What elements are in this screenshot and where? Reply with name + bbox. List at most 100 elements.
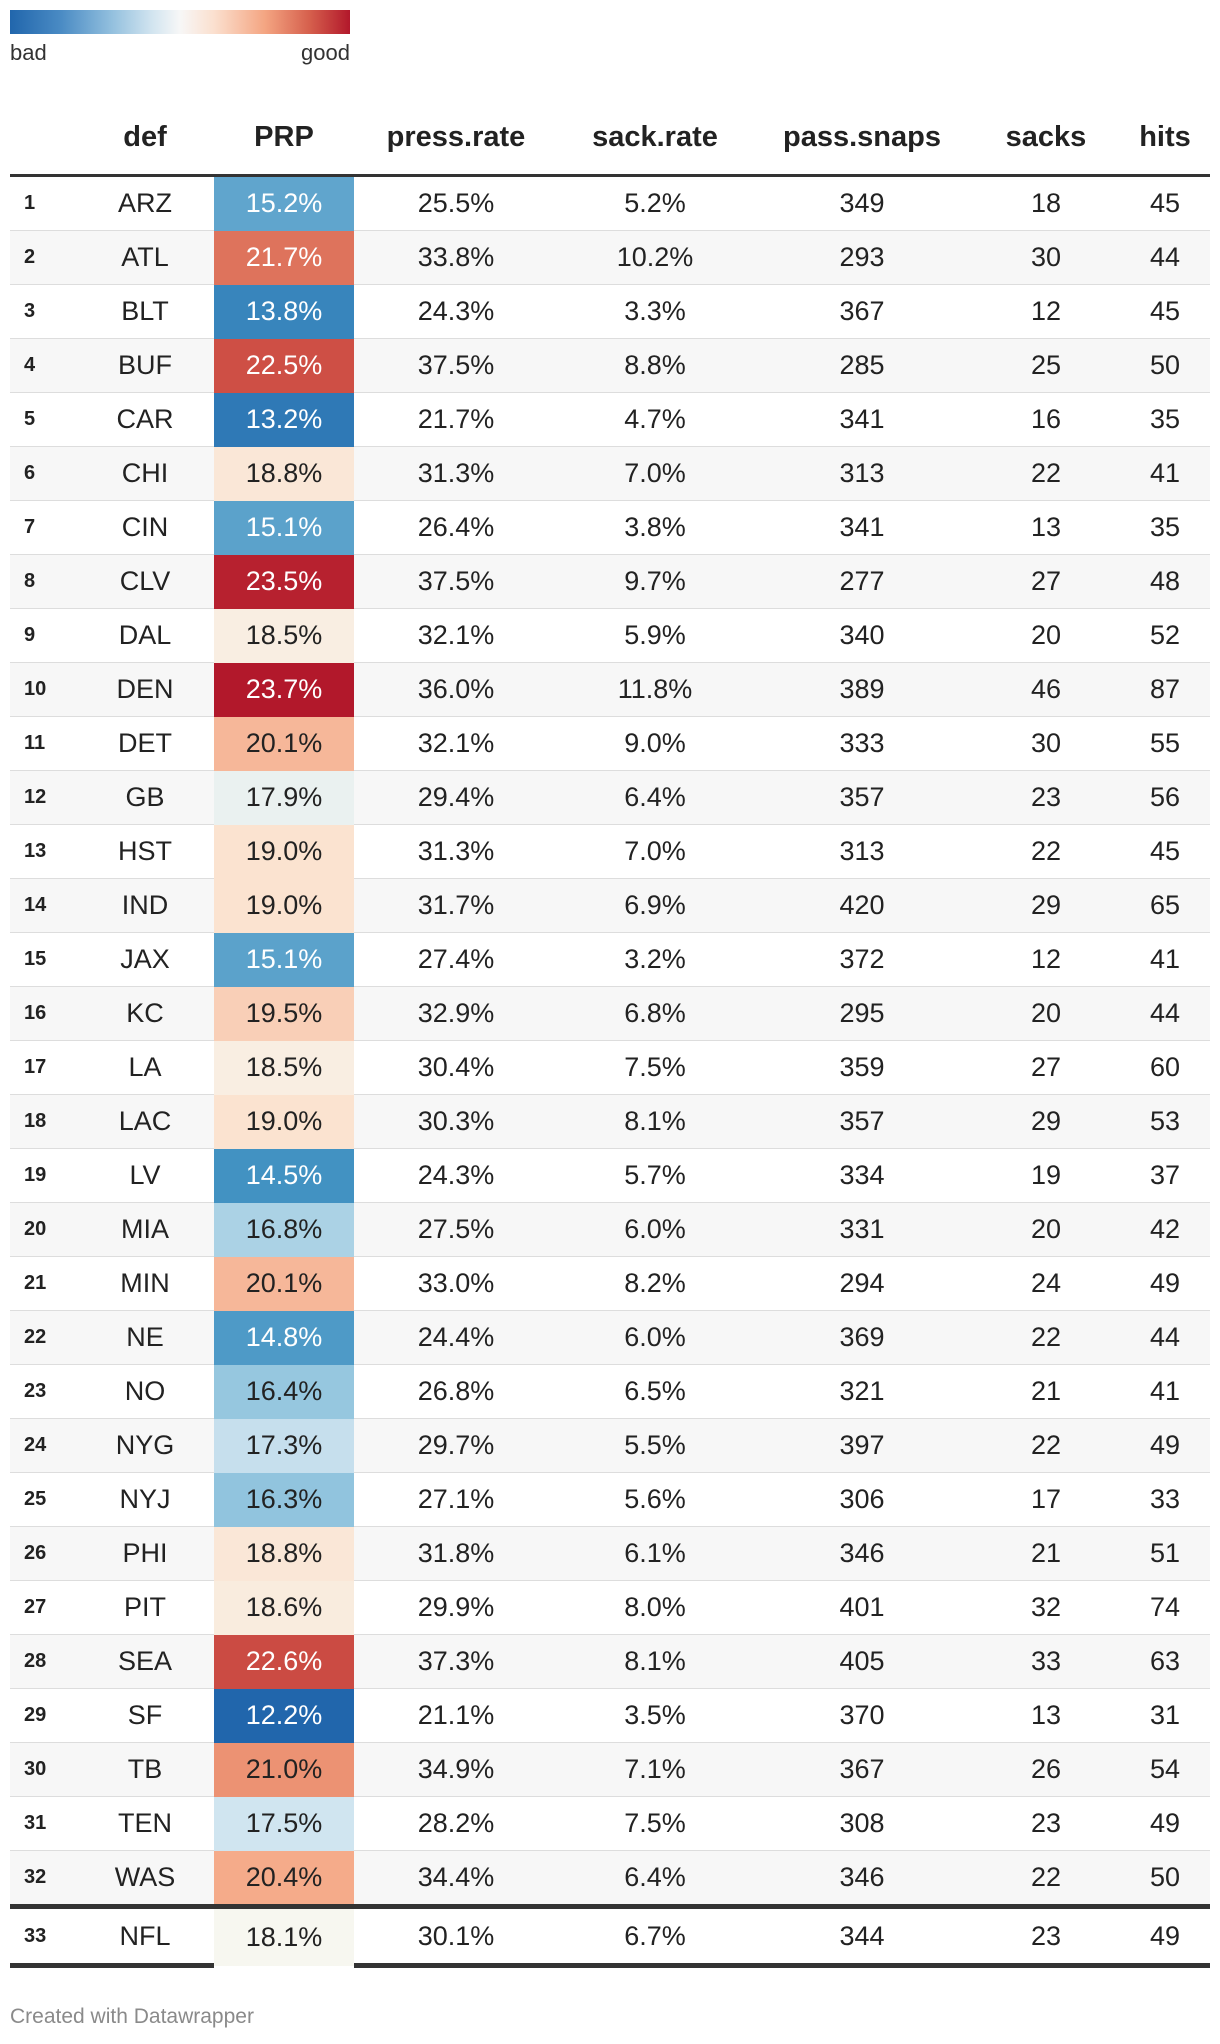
pass-snaps: 357 [752, 1094, 972, 1149]
press-rate: 31.7% [354, 878, 558, 933]
pass-snaps: 341 [752, 500, 972, 555]
hits: 42 [1120, 1202, 1210, 1257]
sacks: 20 [972, 1202, 1120, 1257]
pass-snaps: 359 [752, 1040, 972, 1095]
legend-high-label: good [301, 40, 350, 65]
def: BLT [76, 284, 214, 339]
hits: 63 [1120, 1634, 1210, 1689]
sacks: 12 [972, 932, 1120, 987]
rank: 2 [10, 230, 76, 285]
sack-rate: 5.5% [558, 1418, 752, 1473]
def: CHI [76, 446, 214, 501]
table-row: 5 CAR 13.2% 21.7% 4.7% 341 16 35 [10, 392, 1210, 447]
table-row: 29 SF 12.2% 21.1% 3.5% 370 13 31 [10, 1688, 1210, 1743]
table-row: 14 IND 19.0% 31.7% 6.9% 420 29 65 [10, 878, 1210, 933]
pass-snaps: 306 [752, 1472, 972, 1527]
sacks: 20 [972, 986, 1120, 1041]
header-prp[interactable]: PRP [214, 100, 354, 177]
sacks: 16 [972, 392, 1120, 447]
header-sacks[interactable]: sacks [972, 100, 1120, 177]
rank: 19 [10, 1148, 76, 1203]
rank: 16 [10, 986, 76, 1041]
def: DET [76, 716, 214, 771]
sacks: 19 [972, 1148, 1120, 1203]
press-rate: 28.2% [354, 1796, 558, 1851]
summary-pass-snaps: 344 [752, 1904, 972, 1968]
rank: 9 [10, 608, 76, 663]
header-sack-rate[interactable]: sack.rate [558, 100, 752, 177]
sack-rate: 8.1% [558, 1634, 752, 1689]
sacks: 23 [972, 1796, 1120, 1851]
rank: 6 [10, 446, 76, 501]
press-rate: 27.4% [354, 932, 558, 987]
sacks: 29 [972, 1094, 1120, 1149]
summary-def: NFL [76, 1904, 214, 1968]
pass-snaps: 372 [752, 932, 972, 987]
hits: 49 [1120, 1256, 1210, 1311]
sacks: 22 [972, 1418, 1120, 1473]
hits: 87 [1120, 662, 1210, 717]
sacks: 22 [972, 1850, 1120, 1907]
sack-rate: 8.8% [558, 338, 752, 393]
prp-cell: 14.5% [214, 1148, 354, 1203]
header-def[interactable]: def [76, 100, 214, 177]
rank: 4 [10, 338, 76, 393]
prp-cell: 16.3% [214, 1472, 354, 1527]
rank: 31 [10, 1796, 76, 1851]
table-row: 17 LA 18.5% 30.4% 7.5% 359 27 60 [10, 1040, 1210, 1095]
pass-snaps: 277 [752, 554, 972, 609]
sacks: 13 [972, 1688, 1120, 1743]
sack-rate: 6.0% [558, 1310, 752, 1365]
sacks: 27 [972, 1040, 1120, 1095]
table-body: 1 ARZ 15.2% 25.5% 5.2% 349 18 45 2 ATL 21.7% 33.8% 1… [10, 175, 1210, 1907]
def: MIN [76, 1256, 214, 1311]
header-pass-snaps[interactable]: pass.snaps [752, 100, 972, 177]
def: CAR [76, 392, 214, 447]
rank: 18 [10, 1094, 76, 1149]
press-rate: 33.0% [354, 1256, 558, 1311]
sacks: 30 [972, 716, 1120, 771]
prp-cell: 19.0% [214, 824, 354, 879]
table-row: 27 PIT 18.6% 29.9% 8.0% 401 32 74 [10, 1580, 1210, 1635]
prp-cell: 16.4% [214, 1364, 354, 1419]
pass-snaps: 334 [752, 1148, 972, 1203]
rank: 30 [10, 1742, 76, 1797]
hits: 50 [1120, 338, 1210, 393]
pass-snaps: 369 [752, 1310, 972, 1365]
pass-snaps: 321 [752, 1364, 972, 1419]
sacks: 27 [972, 554, 1120, 609]
hits: 33 [1120, 1472, 1210, 1527]
def: PHI [76, 1526, 214, 1581]
def: BUF [76, 338, 214, 393]
header-hits[interactable]: hits [1120, 100, 1210, 177]
hits: 31 [1120, 1688, 1210, 1743]
def: MIA [76, 1202, 214, 1257]
header-rank[interactable] [10, 100, 76, 177]
prp-cell: 13.2% [214, 392, 354, 447]
prp-cell: 21.7% [214, 230, 354, 285]
hits: 41 [1120, 446, 1210, 501]
sacks: 21 [972, 1364, 1120, 1419]
table-row: 13 HST 19.0% 31.3% 7.0% 313 22 45 [10, 824, 1210, 879]
def: LV [76, 1148, 214, 1203]
sack-rate: 11.8% [558, 662, 752, 717]
sack-rate: 6.8% [558, 986, 752, 1041]
rank: 13 [10, 824, 76, 879]
prp-cell: 20.4% [214, 1850, 354, 1907]
prp-cell: 23.5% [214, 554, 354, 609]
table-row: 1 ARZ 15.2% 25.5% 5.2% 349 18 45 [10, 175, 1210, 231]
data-table: def PRP press.rate sack.rate pass.snaps … [10, 100, 1210, 1968]
rank: 27 [10, 1580, 76, 1635]
sack-rate: 8.2% [558, 1256, 752, 1311]
prp-cell: 16.8% [214, 1202, 354, 1257]
table-row: 8 CLV 23.5% 37.5% 9.7% 277 27 48 [10, 554, 1210, 609]
header-press-rate[interactable]: press.rate [354, 100, 558, 177]
def: SF [76, 1688, 214, 1743]
press-rate: 26.4% [354, 500, 558, 555]
sack-rate: 3.3% [558, 284, 752, 339]
pass-snaps: 367 [752, 1742, 972, 1797]
summary-prp-cell: 18.1% [214, 1904, 354, 1966]
sack-rate: 7.5% [558, 1796, 752, 1851]
hits: 41 [1120, 1364, 1210, 1419]
footer-credit[interactable]: Created with Datawrapper [10, 2005, 254, 2028]
